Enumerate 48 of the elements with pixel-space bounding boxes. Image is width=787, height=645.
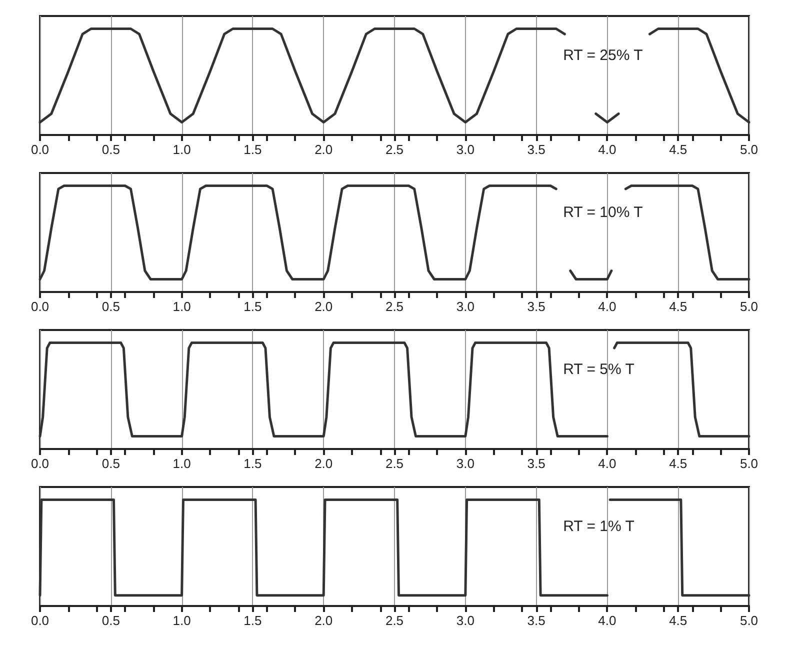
x-tick-label: 0.0 <box>30 142 50 157</box>
x-tick-label: 0.0 <box>30 456 50 471</box>
x-tick-label: 2.5 <box>385 456 404 471</box>
x-tick-label: 3.5 <box>527 142 546 157</box>
x-tick-label: 4.0 <box>598 613 616 628</box>
x-tick-label: 2.0 <box>314 613 333 628</box>
x-tick-label: 0.0 <box>30 299 50 314</box>
x-tick-label: 3.5 <box>527 613 546 628</box>
x-tick-label: 3.0 <box>456 456 474 471</box>
x-tick-label: 2.5 <box>385 142 404 157</box>
x-tick-label: 1.0 <box>172 299 191 314</box>
x-tick-label: 1.5 <box>244 456 262 471</box>
annotation: RT = 1% T <box>563 518 634 535</box>
x-tick-label: 5.0 <box>740 456 758 471</box>
x-tick-label: 5.0 <box>740 613 758 628</box>
x-tick-label: 2.0 <box>314 142 333 157</box>
x-tick-label: 4.5 <box>669 613 688 628</box>
x-tick-label: 4.0 <box>598 299 616 314</box>
x-tick-label: 0.5 <box>102 613 120 628</box>
x-tick-label: 1.5 <box>244 299 262 314</box>
x-tick-label: 1.5 <box>244 142 262 157</box>
x-tick-label: 5.0 <box>740 142 758 157</box>
x-tick-label: 3.0 <box>456 142 474 157</box>
x-tick-label: 4.0 <box>598 142 616 157</box>
x-tick-label: 1.0 <box>172 456 191 471</box>
x-tick-label: 3.5 <box>527 456 546 471</box>
x-tick-label: 2.0 <box>314 299 333 314</box>
x-tick-label: 0.5 <box>102 456 120 471</box>
x-tick-label: 1.0 <box>172 142 191 157</box>
annotation: RT = 10% T <box>563 204 643 221</box>
x-tick-label: 0.5 <box>102 142 120 157</box>
x-tick-label: 3.0 <box>456 613 474 628</box>
x-tick-label: 1.0 <box>172 613 191 628</box>
x-tick-label: 4.5 <box>669 299 688 314</box>
x-tick-label: 3.5 <box>527 299 546 314</box>
x-tick-label: 4.5 <box>669 456 688 471</box>
x-tick-label: 4.5 <box>669 142 688 157</box>
x-tick-label: 0.0 <box>30 613 50 628</box>
x-tick-label: 2.5 <box>385 613 404 628</box>
x-tick-label: 2.0 <box>314 456 333 471</box>
x-tick-label: 3.0 <box>456 299 474 314</box>
x-tick-label: 2.5 <box>385 299 404 314</box>
x-tick-label: 5.0 <box>740 299 758 314</box>
annotation: RT = 5% T <box>563 361 634 378</box>
x-tick-label: 4.0 <box>598 456 616 471</box>
x-tick-label: 0.5 <box>102 299 120 314</box>
annotation: RT = 25% T <box>563 47 643 64</box>
x-tick-label: 1.5 <box>244 613 262 628</box>
